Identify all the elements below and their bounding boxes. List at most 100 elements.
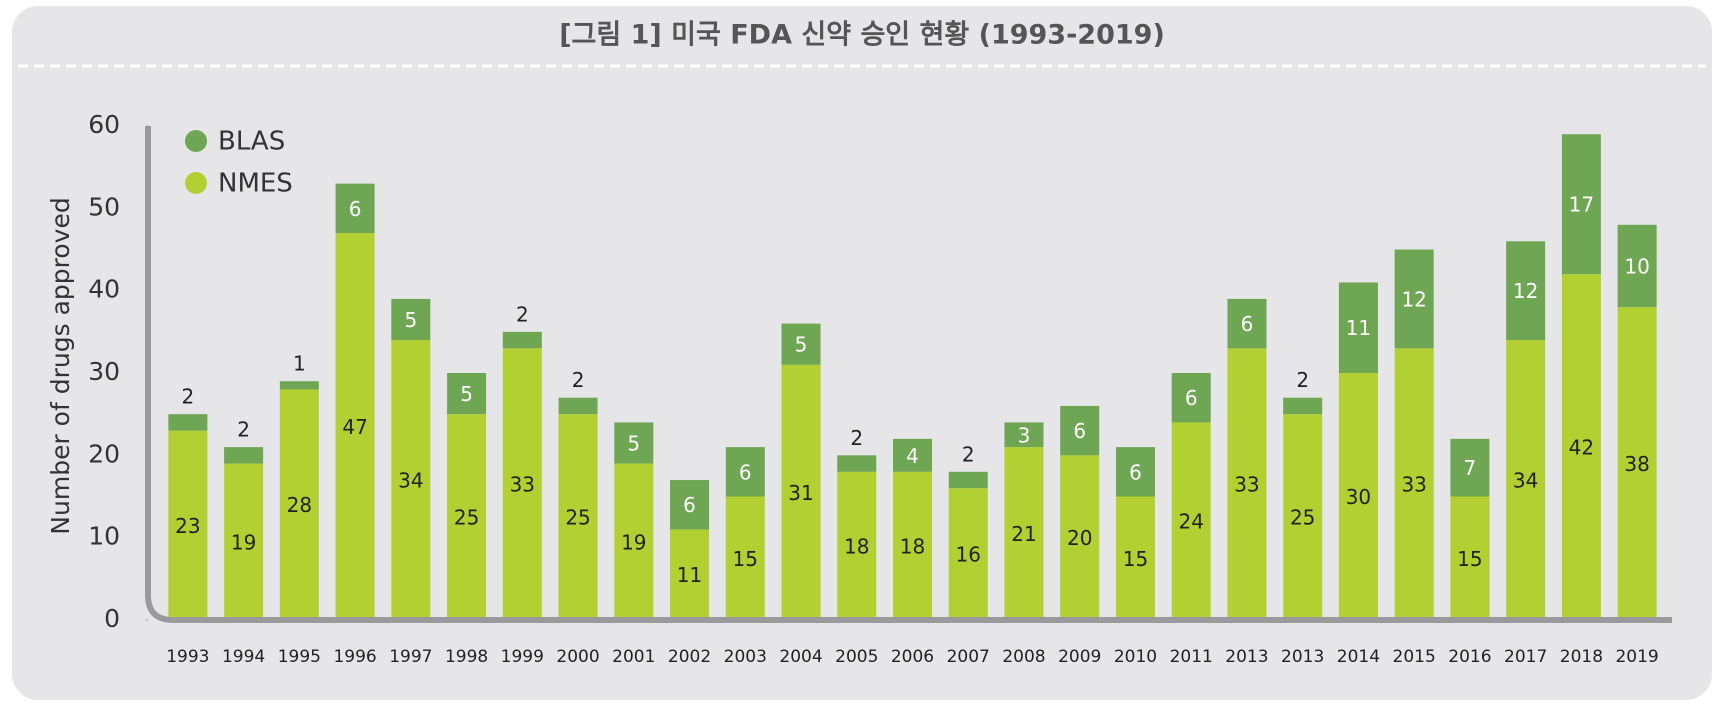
bar-segment	[670, 480, 710, 530]
bar-segment	[1060, 455, 1100, 620]
value-label: 2	[572, 368, 585, 392]
bar-segment	[725, 496, 765, 620]
x-tick-label: 2013	[1225, 647, 1268, 667]
value-label: 23	[175, 514, 200, 538]
bar-segment	[1115, 447, 1155, 497]
bar-segment	[837, 455, 877, 472]
value-label: 25	[454, 506, 479, 530]
y-tick-label: 30	[88, 357, 120, 386]
value-label: 6	[1129, 460, 1142, 484]
x-tick-label: 2014	[1337, 647, 1380, 667]
bar-segment	[224, 447, 264, 464]
value-label: 16	[956, 543, 981, 567]
value-label: 33	[1234, 473, 1259, 497]
value-label: 31	[788, 481, 813, 505]
value-label: 25	[565, 506, 590, 530]
value-label: 21	[1011, 522, 1036, 546]
value-label: 17	[1569, 193, 1594, 217]
bar-segment	[1561, 134, 1601, 275]
value-label: 18	[900, 534, 925, 558]
bar-segment	[558, 414, 598, 620]
bar-segment	[168, 430, 208, 620]
axes	[145, 126, 1672, 623]
value-label: 5	[627, 431, 640, 455]
y-tick-label: 40	[88, 275, 120, 304]
bar-segment	[1283, 397, 1323, 415]
x-tick-label: 1996	[333, 647, 376, 667]
x-tick-label: 2002	[668, 647, 711, 667]
bar-segment	[391, 340, 431, 620]
value-label: 5	[460, 382, 473, 406]
value-label: 38	[1624, 452, 1649, 476]
bar-segment	[447, 373, 487, 415]
value-label: 6	[1185, 386, 1198, 410]
value-label: 2	[1296, 368, 1309, 392]
value-label: 19	[231, 530, 256, 554]
value-label: 30	[1346, 485, 1371, 509]
legend-label: BLAS	[218, 127, 285, 157]
value-label: 6	[1241, 312, 1254, 336]
x-tick-label: 2007	[947, 647, 990, 667]
x-tick-label: 2019	[1615, 647, 1658, 667]
value-label: 34	[398, 469, 423, 493]
value-label: 25	[1290, 506, 1315, 530]
x-tick-label: 1994	[222, 647, 265, 667]
bar-segment	[1450, 496, 1490, 620]
bar-segment	[1004, 422, 1044, 448]
x-tick-label: 1999	[501, 647, 544, 667]
bar-segment	[1060, 405, 1100, 456]
value-label: 6	[1073, 419, 1086, 443]
y-tick-label: 10	[88, 522, 120, 551]
value-label: 2	[237, 418, 250, 442]
bar-segment	[614, 422, 654, 464]
value-label: 6	[683, 493, 696, 517]
legend-marker	[185, 172, 207, 194]
value-label: 5	[404, 308, 417, 332]
y-tick-label: 50	[88, 192, 120, 221]
x-tick-label: 2011	[1170, 647, 1213, 667]
x-tick-label: 1998	[445, 647, 488, 667]
value-label: 28	[287, 493, 312, 517]
bar-segment	[1450, 438, 1490, 497]
x-tick-label: 2015	[1393, 647, 1436, 667]
value-label: 2	[850, 426, 863, 450]
value-label: 11	[677, 563, 702, 587]
bar-segment	[335, 233, 375, 621]
value-label: 33	[1401, 473, 1426, 497]
bar-segment	[1394, 249, 1434, 349]
bar-segment	[1115, 496, 1155, 620]
bar-segment	[837, 471, 877, 620]
value-label: 3	[1018, 423, 1031, 447]
bar-segment	[1617, 224, 1657, 308]
x-tick-label: 2017	[1504, 647, 1547, 667]
bar-segment	[892, 438, 933, 472]
bar-segment	[502, 331, 542, 349]
bar-segment	[781, 364, 821, 620]
value-label: 24	[1178, 510, 1203, 534]
bar-segment	[892, 471, 933, 620]
x-tick-label: 2003	[724, 647, 767, 667]
value-label: 18	[844, 534, 869, 558]
bar-segment	[502, 348, 542, 620]
bar-segment	[948, 471, 988, 489]
value-label: 4	[906, 444, 919, 468]
bar-segment	[1283, 414, 1323, 620]
value-label: 20	[1067, 526, 1092, 550]
value-label: 5	[795, 333, 808, 357]
bar-segment	[1561, 274, 1601, 620]
value-label: 47	[342, 415, 367, 439]
bar-segment	[725, 447, 765, 497]
bar-segment	[335, 183, 375, 234]
x-tick-label: 2001	[612, 647, 655, 667]
y-tick-label: 0	[104, 604, 120, 633]
value-label: 42	[1569, 436, 1594, 460]
x-tick-label: 1993	[166, 647, 209, 667]
value-label: 2	[516, 302, 529, 326]
bar-segment	[279, 381, 319, 390]
x-tick-label: 2006	[891, 647, 934, 667]
x-tick-label: 2013	[1281, 647, 1324, 667]
bar-segment	[1617, 307, 1657, 620]
value-label: 2	[182, 385, 195, 409]
bar-segment	[1338, 373, 1378, 620]
value-label: 33	[510, 473, 535, 497]
